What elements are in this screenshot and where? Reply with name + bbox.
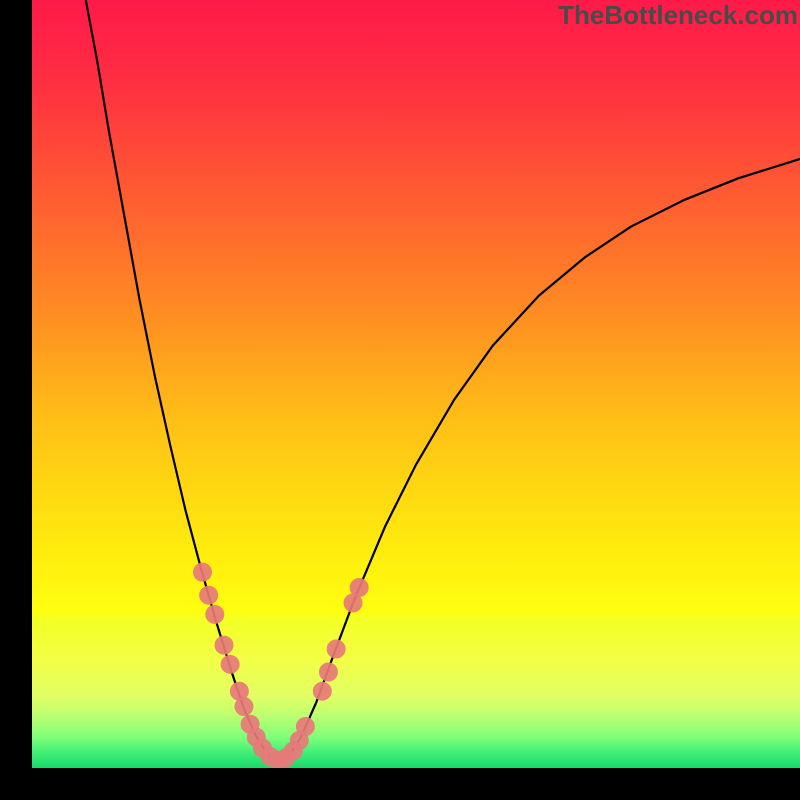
marker-point [350,579,368,597]
marker-point [206,605,224,623]
marker-point [313,682,331,700]
marker-point [327,640,345,658]
marker-point [194,563,212,581]
marker-point [221,655,239,673]
marker-point [200,586,218,604]
watermark-text: TheBottleneck.com [558,0,798,31]
marker-point [319,663,337,681]
marker-point [235,698,253,716]
marker-point [296,718,314,736]
marker-point [215,636,233,654]
plot-area [32,0,800,768]
border-bottom [0,768,800,800]
chart-canvas: TheBottleneck.com [0,0,800,800]
border-left [0,0,32,800]
green-tint-band [32,614,800,691]
